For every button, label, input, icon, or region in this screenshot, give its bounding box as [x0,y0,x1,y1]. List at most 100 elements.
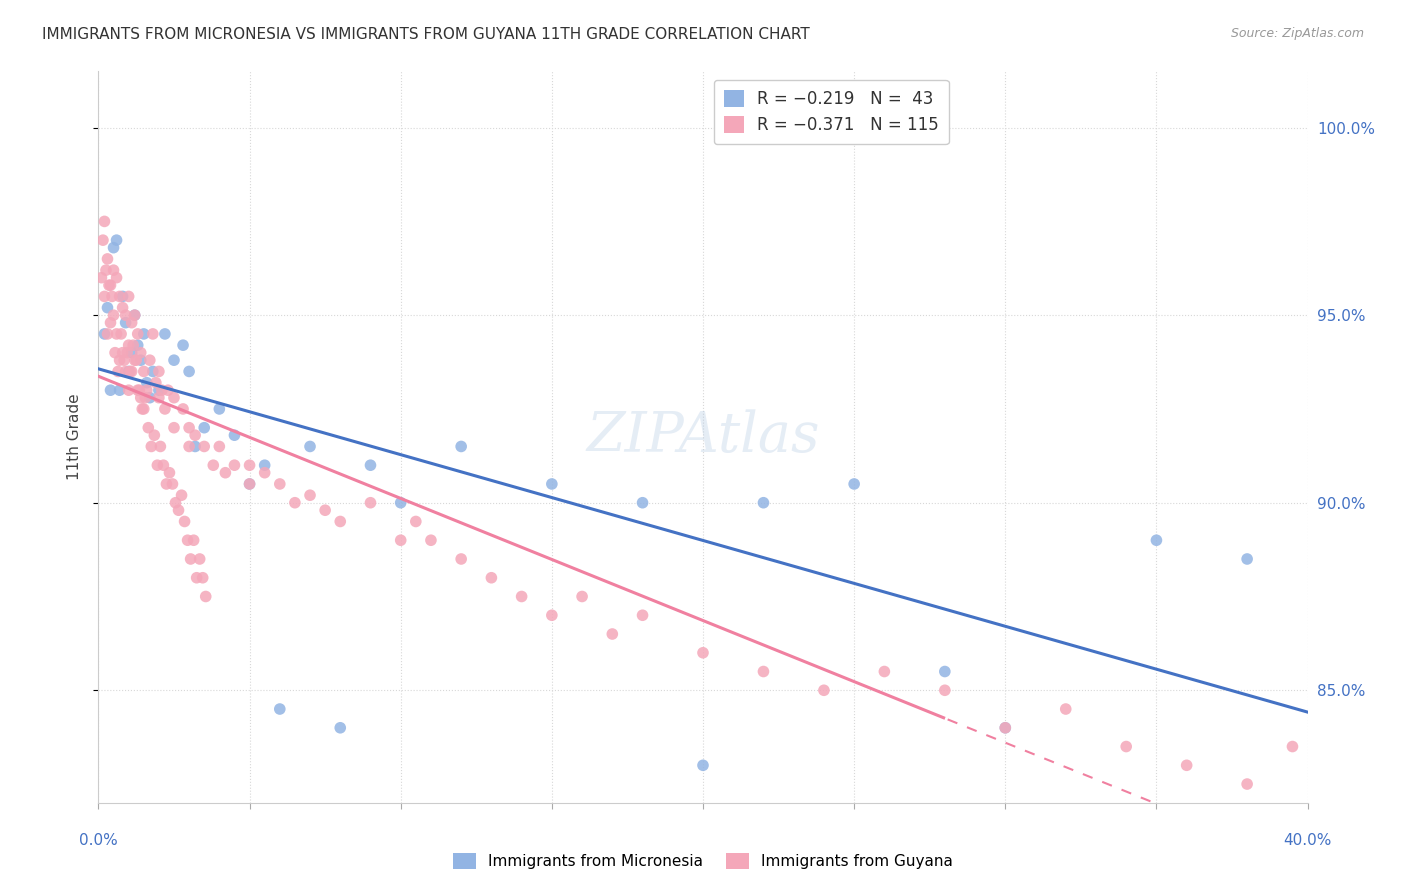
Point [329,515,352,529]
Point [94,263,117,277]
Point [165,496,187,510]
Point [314,503,336,517]
Point [136,420,159,434]
Point [571,590,593,604]
Point [111,289,134,303]
Point [184,428,207,442]
Point [176,533,198,548]
Point [132,364,155,378]
Point [135,376,157,390]
Point [188,552,211,566]
Point [132,401,155,416]
Legend: R = −0.219   N =  43, R = −0.371   N = 115: R = −0.219 N = 43, R = −0.371 N = 115 [713,79,949,145]
Point [142,326,165,341]
Point [163,391,186,405]
Point [481,571,503,585]
Point [121,316,143,330]
Point [122,338,145,352]
Point [105,233,128,247]
Point [141,440,163,454]
Point [208,440,231,454]
Point [118,289,141,303]
Point [167,503,190,517]
Point [93,289,115,303]
Text: ZIPAtlas: ZIPAtlas [586,409,820,465]
Point [253,458,276,473]
Point [103,263,125,277]
Point [156,383,179,397]
Point [214,466,236,480]
Text: Source: ZipAtlas.com: Source: ZipAtlas.com [1230,27,1364,40]
Point [202,458,225,473]
Point [191,571,214,585]
Point [105,326,128,341]
Point [389,533,412,548]
Point [105,270,128,285]
Point [121,345,143,359]
Point [299,488,322,502]
Point [186,571,208,585]
Point [994,721,1017,735]
Point [148,391,170,405]
Point [149,440,172,454]
Point [114,308,136,322]
Point [405,515,427,529]
Point [253,466,276,480]
Point [131,401,153,416]
Point [602,627,624,641]
Point [450,552,472,566]
Point [183,533,205,548]
Text: 0.0%: 0.0% [79,833,118,848]
Point [193,420,215,434]
Point [540,477,562,491]
Y-axis label: 11th Grade: 11th Grade [67,393,83,481]
Legend: Immigrants from Micronesia, Immigrants from Guyana: Immigrants from Micronesia, Immigrants f… [447,847,959,875]
Point [114,364,136,378]
Point [101,289,124,303]
Point [159,466,181,480]
Point [1054,702,1077,716]
Point [269,702,291,716]
Point [1146,533,1168,548]
Point [124,308,146,322]
Point [96,252,118,266]
Point [631,496,654,510]
Point [127,326,149,341]
Point [129,345,152,359]
Point [135,383,157,397]
Point [118,338,141,352]
Point [98,278,121,293]
Point [120,364,142,378]
Point [93,326,115,341]
Point [269,477,291,491]
Point [124,308,146,322]
Point [91,233,114,247]
Point [179,364,201,378]
Point [128,383,150,397]
Point [224,428,246,442]
Point [299,440,322,454]
Point [813,683,835,698]
Point [239,477,262,491]
Point [239,458,262,473]
Point [194,590,217,604]
Point [994,721,1017,735]
Point [142,364,165,378]
Point [1236,777,1258,791]
Point [1281,739,1303,754]
Point [146,458,169,473]
Point [692,646,714,660]
Point [100,383,122,397]
Point [179,440,201,454]
Point [139,353,162,368]
Point [172,401,194,416]
Point [1115,739,1137,754]
Point [100,316,122,330]
Point [360,458,382,473]
Point [108,289,131,303]
Point [104,345,127,359]
Point [100,278,122,293]
Point [329,721,352,735]
Point [208,401,231,416]
Point [934,683,956,698]
